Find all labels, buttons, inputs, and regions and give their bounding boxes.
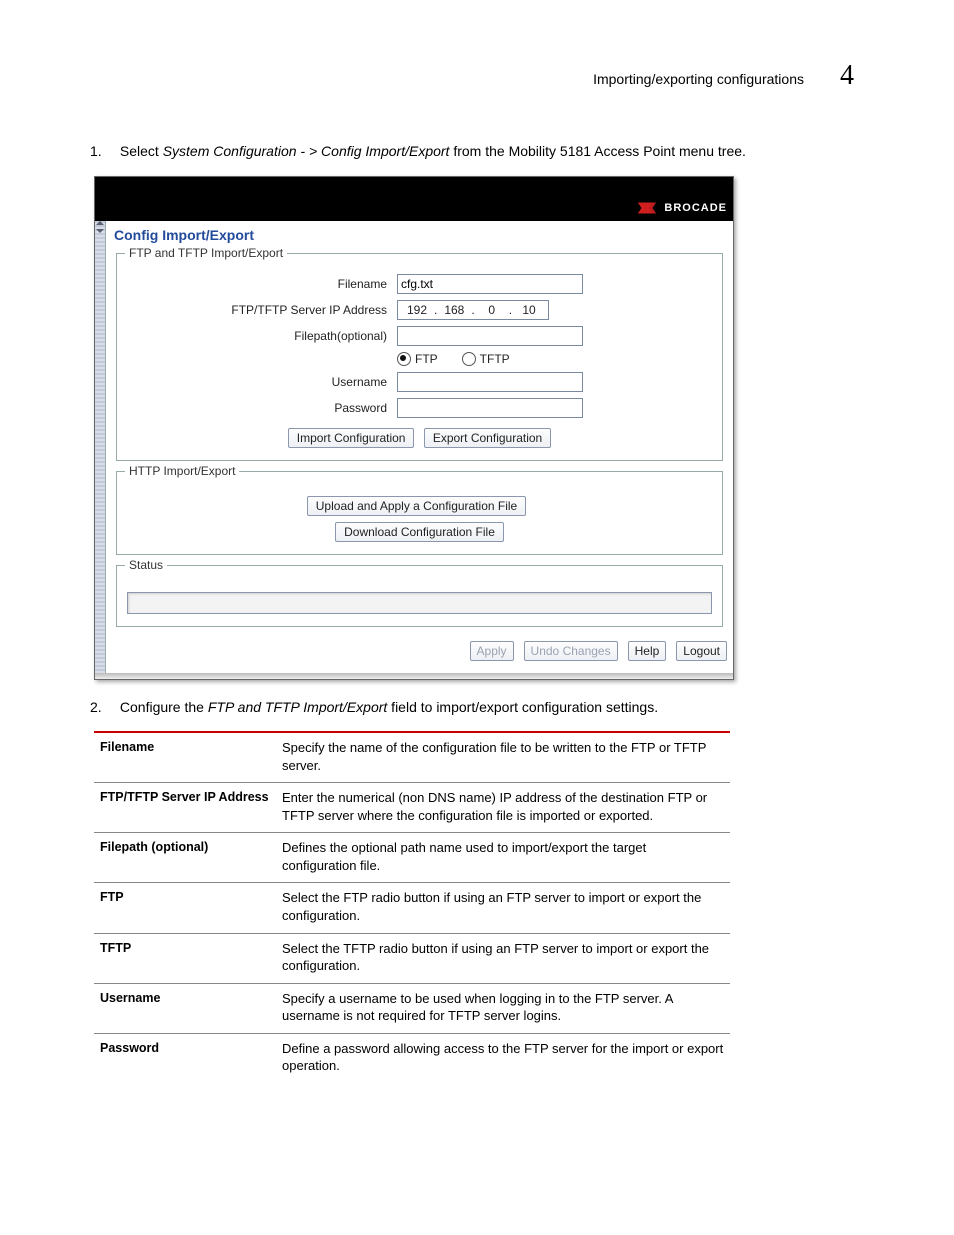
tftp-radio-option[interactable]: TFTP — [462, 352, 510, 366]
step-1: 1. Select System Configuration - > Confi… — [90, 142, 864, 162]
ip-octet-2[interactable]: 168 — [439, 303, 469, 317]
undo-changes-button[interactable]: Undo Changes — [524, 641, 618, 661]
fieldset-ftp: FTP and TFTP Import/Export Filename FTP/… — [116, 253, 723, 461]
status-box — [127, 592, 712, 614]
export-config-button[interactable]: Export Configuration — [424, 428, 551, 448]
filename-input[interactable] — [397, 274, 583, 294]
ftp-radio-label: FTP — [415, 352, 438, 366]
screenshot-panel: BROCADE Config Import/Export FTP and TFT… — [94, 176, 734, 680]
brand-text: BROCADE — [664, 202, 727, 214]
fieldset-status: Status — [116, 565, 723, 627]
screenshot-page-title: Config Import/Export — [106, 221, 733, 247]
table-row: UsernameSpecify a username to be used wh… — [94, 983, 730, 1033]
fieldset-status-legend: Status — [125, 558, 167, 572]
brand-logo: BROCADE — [636, 197, 727, 219]
filepath-label: Filepath(optional) — [127, 329, 397, 343]
table-row: PasswordDefine a password allowing acces… — [94, 1033, 730, 1083]
username-label: Username — [127, 375, 397, 389]
import-config-button[interactable]: Import Configuration — [288, 428, 415, 448]
fieldset-http-legend: HTTP Import/Export — [125, 464, 239, 478]
ip-octet-4[interactable]: 10 — [514, 303, 544, 317]
table-value: Select the FTP radio button if using an … — [276, 883, 730, 933]
bottom-buttons: Apply Undo Changes Help Logout — [106, 637, 733, 665]
download-config-button[interactable]: Download Configuration File — [335, 522, 504, 542]
table-key: Username — [94, 983, 276, 1033]
table-value: Specify a username to be used when loggi… — [276, 983, 730, 1033]
table-row: FTP/TFTP Server IP AddressEnter the nume… — [94, 783, 730, 833]
table-value: Specify the name of the configuration fi… — [276, 732, 730, 783]
chapter-number: 4 — [840, 60, 854, 92]
logout-button[interactable]: Logout — [676, 641, 727, 661]
step-number: 1. — [90, 142, 116, 162]
table-key: Password — [94, 1033, 276, 1083]
table-row: FilenameSpecify the name of the configur… — [94, 732, 730, 783]
header-title: Importing/exporting configurations — [593, 71, 804, 87]
table-value: Enter the numerical (non DNS name) IP ad… — [276, 783, 730, 833]
table-key: FTP/TFTP Server IP Address — [94, 783, 276, 833]
table-row: TFTPSelect the TFTP radio button if usin… — [94, 933, 730, 983]
tftp-radio-label: TFTP — [480, 352, 510, 366]
step-2: 2. Configure the FTP and TFTP Import/Exp… — [90, 698, 864, 718]
password-label: Password — [127, 401, 397, 415]
description-table: FilenameSpecify the name of the configur… — [94, 731, 730, 1083]
table-key: Filename — [94, 732, 276, 783]
fieldset-http: HTTP Import/Export Upload and Apply a Co… — [116, 471, 723, 555]
tree-collapse-handle[interactable] — [95, 221, 106, 673]
table-row: FTPSelect the FTP radio button if using … — [94, 883, 730, 933]
page-header: Importing/exporting configurations 4 — [90, 60, 864, 92]
step-text-prefix: Configure the — [120, 699, 208, 715]
upload-apply-button[interactable]: Upload and Apply a Configuration File — [307, 496, 526, 516]
table-value: Select the TFTP radio button if using an… — [276, 933, 730, 983]
ip-octet-1[interactable]: 192 — [402, 303, 432, 317]
help-button[interactable]: Help — [628, 641, 667, 661]
filename-label: Filename — [127, 277, 397, 291]
screenshot-topbar: BROCADE — [95, 177, 733, 221]
table-key: TFTP — [94, 933, 276, 983]
table-key: FTP — [94, 883, 276, 933]
step-text-prefix: Select — [120, 143, 163, 159]
table-key: Filepath (optional) — [94, 833, 276, 883]
fieldset-ftp-legend: FTP and TFTP Import/Export — [125, 246, 287, 260]
username-input[interactable] — [397, 372, 583, 392]
brocade-icon — [636, 197, 658, 219]
ftp-radio-option[interactable]: FTP — [397, 352, 438, 366]
server-ip-input[interactable]: 192. 168. 0. 10 — [397, 300, 549, 320]
step-text-suffix: from the Mobility 5181 Access Point menu… — [449, 143, 745, 159]
step-text-suffix: field to import/export configuration set… — [387, 699, 658, 715]
table-value: Define a password allowing access to the… — [276, 1033, 730, 1083]
ip-octet-3[interactable]: 0 — [477, 303, 507, 317]
ftp-radio[interactable] — [397, 352, 411, 366]
filepath-input[interactable] — [397, 326, 583, 346]
apply-button[interactable]: Apply — [470, 641, 514, 661]
tftp-radio[interactable] — [462, 352, 476, 366]
step-text-emph: System Configuration - > Config Import/E… — [163, 143, 450, 159]
password-input[interactable] — [397, 398, 583, 418]
table-value: Defines the optional path name used to i… — [276, 833, 730, 883]
step-number: 2. — [90, 698, 116, 718]
server-ip-label: FTP/TFTP Server IP Address — [127, 303, 397, 317]
table-row: Filepath (optional)Defines the optional … — [94, 833, 730, 883]
step-text-emph: FTP and TFTP Import/Export — [208, 699, 387, 715]
